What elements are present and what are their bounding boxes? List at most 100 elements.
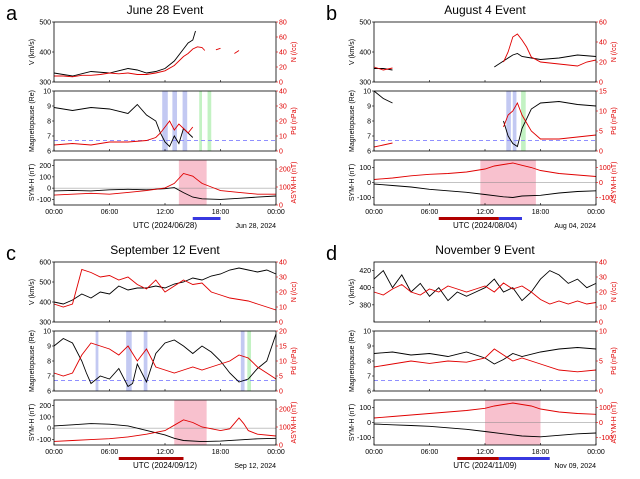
panel-frame (53, 21, 277, 83)
y-tick-label: 100 (359, 405, 371, 412)
panel-2: 6 7 8 9 10 0 5 10 15 Magnetopause (Re) Pd (nPa) (349, 89, 618, 156)
y2-tick-label: -100 (599, 195, 613, 202)
x-axis-label: UTC (2024/09/12) (133, 461, 197, 470)
series-line-right-axis (234, 50, 240, 54)
series-line-left-axis (53, 187, 277, 200)
shade-interval (182, 91, 188, 151)
series-line-left-axis (53, 423, 277, 443)
y2-tick-label: 60 (279, 35, 287, 42)
x-tick-label: 06:00 (101, 209, 119, 216)
y-tick-label: -100 (357, 435, 371, 442)
y2-tick-label: 10 (599, 329, 607, 336)
shade-interval (143, 331, 148, 391)
y2-tick-label: 40 (599, 40, 607, 47)
panel-letter: c (6, 243, 16, 265)
interval-bar (498, 217, 522, 220)
series-line-left-axis (373, 183, 597, 198)
y-tick-label: 8 (367, 359, 371, 366)
y-tick-label: 6 (47, 389, 51, 396)
y-tick-label: 600 (39, 260, 51, 267)
y2-tick-label: 0 (599, 149, 603, 156)
y2-tick-label: 0 (279, 320, 283, 327)
y2-tick-label: 60 (599, 20, 607, 27)
y-tick-label: 100 (359, 165, 371, 172)
panel-1: 300 400 500 0 20 40 60 80 V (km/s) N (/cc) (29, 20, 298, 87)
date-label: Sep 12, 2024 (234, 463, 276, 470)
series-line-right-axis (503, 33, 597, 67)
y2-tick-label: 15 (599, 89, 607, 96)
y-tick-label: 500 (39, 280, 51, 287)
shade-interval (126, 331, 132, 391)
y2-tick-label: 30 (599, 275, 607, 282)
y2-tick-label: 100 (599, 165, 611, 172)
y-tick-label: 7 (367, 374, 371, 381)
y2-tick-label: 5 (599, 129, 603, 136)
y2-tick-label: 100 (279, 185, 291, 192)
y2-axis-label: ASYM-H (nT) (291, 162, 298, 204)
x-tick-label: 12:00 (476, 209, 494, 216)
shade-interval (199, 91, 202, 151)
y2-tick-label: 20 (279, 329, 287, 336)
series-line-left-axis (373, 347, 597, 365)
y-tick-label: 6 (47, 149, 51, 156)
y2-tick-label: 10 (599, 109, 607, 116)
y2-tick-label: 10 (279, 134, 287, 141)
y-tick-label: 500 (39, 20, 51, 27)
y2-tick-label: 0 (279, 80, 283, 87)
x-tick-label: 00:00 (365, 209, 383, 216)
y-tick-label: 100 (39, 174, 51, 181)
y2-tick-label: 0 (599, 389, 603, 396)
series-line-left-axis (373, 423, 597, 438)
series-line-left-axis (503, 101, 597, 148)
y2-tick-label: 10 (279, 305, 287, 312)
y-tick-label: 0 (47, 426, 51, 433)
y-tick-label: 7 (47, 134, 51, 141)
y-tick-label: 420 (359, 268, 371, 275)
y-axis-label: Magnetopause (Re) (349, 330, 356, 392)
x-tick-label: 06:00 (101, 449, 119, 456)
y-axis-label: V (km/s) (29, 39, 36, 65)
y2-tick-label: 10 (599, 305, 607, 312)
series-line-right-axis (373, 402, 597, 419)
panel-letter: b (326, 3, 337, 25)
y2-axis-label: ASYM-H (nT) (291, 402, 298, 444)
y-tick-label: 0 (367, 420, 371, 427)
series-line-right-axis (373, 282, 597, 305)
interval-bar (118, 457, 184, 460)
shade-interval (521, 91, 526, 151)
interval-bar (457, 457, 499, 460)
series-line-right-axis (53, 120, 194, 146)
y2-axis-label: N (/cc) (291, 42, 298, 63)
x-tick-label: 06:00 (421, 449, 439, 456)
y-tick-label: 0 (47, 186, 51, 193)
y-axis-label: V (km/s) (349, 279, 356, 305)
y2-axis-label: Pd (nPa) (611, 347, 618, 375)
y2-tick-label: 20 (279, 290, 287, 297)
date-label: Aug 04, 2024 (554, 223, 596, 230)
chart-title: June 28 Event (127, 3, 204, 17)
shade-interval (506, 91, 511, 151)
y-axis-label: SYM-H (nT) (29, 164, 36, 201)
y-tick-label: 500 (359, 20, 371, 27)
x-tick-label: 18:00 (212, 209, 230, 216)
y-axis-label: V (km/s) (29, 279, 36, 305)
y2-tick-label: 0 (599, 320, 603, 327)
chart-title: September 12 Event (110, 243, 220, 257)
y-axis-label: V (km/s) (349, 39, 356, 65)
y2-tick-label: 100 (279, 425, 291, 432)
panel-frame (373, 21, 597, 83)
y-tick-label: -100 (37, 197, 51, 204)
interval-bar (438, 217, 499, 220)
chart-title: August 4 Event (444, 3, 526, 17)
x-tick-label: 00:00 (267, 449, 285, 456)
y2-tick-label: 15 (279, 344, 287, 351)
x-tick-label: 18:00 (532, 449, 550, 456)
y-tick-label: 400 (39, 300, 51, 307)
series-line-right-axis (53, 172, 276, 196)
y2-tick-label: 20 (279, 119, 287, 126)
y2-tick-label: 0 (279, 149, 283, 156)
panel-frame (373, 261, 597, 323)
y2-tick-label: 100 (599, 405, 611, 412)
